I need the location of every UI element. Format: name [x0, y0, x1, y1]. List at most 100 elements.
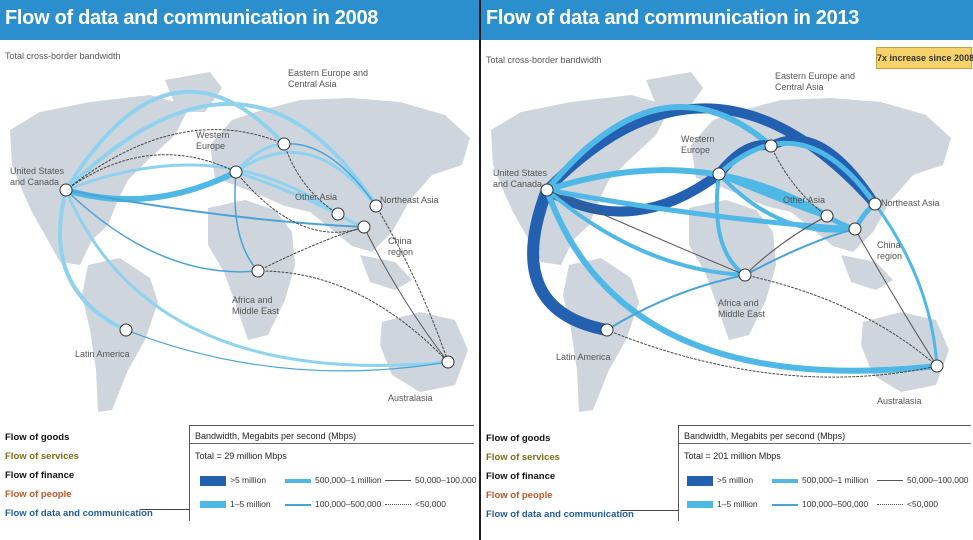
hub-node-icon	[712, 167, 726, 181]
title-bar: Flow of data and communication in 2013	[481, 0, 973, 40]
region-us-canada: United States and Canada	[10, 166, 65, 187]
flow-us-africa-line	[546, 189, 746, 276]
flow-us-northeastasia	[64, 101, 378, 208]
panel-title: Flow of data and communication in 2008	[5, 7, 379, 29]
panel-subtitle: Total cross-border bandwidth	[486, 55, 602, 65]
legend-item-under-50k: <50,000	[385, 498, 446, 510]
region-africa: Africa and Middle East	[718, 298, 766, 319]
flow-northeastasia-australasia-dotted	[375, 205, 449, 363]
legend-item-over-5m: >5 million	[687, 474, 753, 486]
flow-we-africa	[714, 172, 747, 277]
hub-node-icon	[848, 222, 862, 236]
swatch-light	[772, 478, 798, 483]
flow-lines-2013	[527, 103, 944, 378]
hub-node-icon	[251, 264, 265, 278]
legend-item-over-5m: >5 million	[200, 474, 266, 486]
flow-services-label: Flow of services	[486, 452, 560, 463]
hub-node-icon	[764, 139, 778, 153]
flow-goods-label: Flow of goods	[5, 432, 70, 443]
legend-total: Total = 29 million Mbps	[195, 451, 287, 461]
flow-ee-otherasia-dotted	[770, 145, 828, 217]
flow-services-label: Flow of services	[5, 451, 79, 462]
legend-item-1m-5m: 1–5 million	[200, 498, 271, 510]
flow-africa-australasia-dotted	[744, 274, 938, 367]
region-china: China region	[388, 236, 414, 257]
hub-node-icon	[357, 220, 371, 234]
flow-data-label: Flow of data and communication	[5, 508, 153, 519]
hub-node-icon	[930, 359, 944, 373]
flow-us-easteurope	[544, 104, 774, 193]
hub-node-icon	[331, 207, 345, 221]
flow-us-latam	[58, 188, 128, 332]
panel-2008: Flow of data and communication in 2008 T…	[0, 0, 479, 540]
flow-people-label: Flow of people	[5, 489, 72, 500]
title-bar: Flow of data and communication in 2008	[0, 0, 479, 40]
bandwidth-legend: Bandwidth, Megabits per second (Mbps) To…	[678, 425, 971, 521]
flow-we-china	[717, 172, 857, 233]
legend-item-1m-5m: 1–5 million	[687, 498, 758, 510]
region-us-canada: United States and Canada	[493, 168, 548, 189]
legend-item-100k-500k: 100,000–500,000	[285, 498, 381, 510]
region-china: China region	[877, 240, 903, 261]
region-northeast-asia: Northeast Asia	[881, 198, 940, 208]
legend-item-500k-1m: 500,000–1 million	[285, 474, 382, 486]
increase-badge: 7x increase since 2008	[876, 47, 973, 69]
greenland-shape	[646, 72, 703, 112]
region-australasia: Australasia	[877, 396, 922, 406]
flow-africa-china-line	[744, 228, 856, 276]
bandwidth-legend: Bandwidth, Megabits per second (Mbps) To…	[189, 425, 476, 521]
flow-us-china	[65, 189, 365, 228]
flow-us-otherasia	[544, 167, 830, 219]
legend-connector	[140, 509, 189, 510]
flow-we-china-dotted	[235, 171, 365, 233]
hub-node-icon	[868, 197, 882, 211]
panel-divider	[479, 0, 481, 540]
hub-node-icon	[119, 323, 133, 337]
hub-node-icon	[59, 183, 73, 197]
hub-node-icon	[369, 199, 383, 213]
flow-finance-label: Flow of finance	[486, 471, 556, 482]
flow-people-label: Flow of people	[486, 490, 553, 501]
australia-shape	[380, 312, 468, 392]
flow-data-label: Flow of data and communication	[486, 509, 634, 520]
region-other-asia: Other Asia	[783, 195, 826, 205]
swatch-thin	[285, 503, 311, 506]
flow-latam-africa	[606, 274, 746, 331]
flow-us-easteurope	[64, 89, 286, 192]
flow-ee-northeastasia	[283, 143, 377, 207]
hub-node-icon	[229, 165, 243, 179]
flow-we-northeastasia	[716, 140, 878, 207]
legend-item-100k-500k: 100,000–500,000	[772, 498, 868, 510]
swatch-dark	[687, 475, 713, 486]
flow-type-list: Flow of goods Flow of services Flow of f…	[486, 429, 634, 524]
swatch-dark	[200, 475, 226, 486]
north-america-shape	[10, 95, 190, 265]
south-america-shape	[82, 258, 158, 412]
flow-africa-australasia-dotted	[257, 270, 449, 363]
swatch-light	[285, 478, 311, 483]
legend-header: Bandwidth, Megabits per second (Mbps)	[684, 431, 846, 441]
flow-we-africa	[234, 171, 259, 272]
legend-item-under-50k: <50,000	[877, 498, 938, 510]
flow-latam-australasia	[125, 329, 449, 372]
legend-separator	[679, 443, 971, 444]
africa-shape	[208, 200, 295, 340]
flow-china-australasia-line	[854, 228, 938, 367]
flow-finance-label: Flow of finance	[5, 470, 75, 481]
flow-us-otherasia	[64, 163, 340, 216]
hub-node-icon	[738, 268, 752, 282]
flow-us-we-dotted	[65, 154, 237, 191]
flow-northeastasia-australasia	[873, 202, 939, 368]
flow-us-australasia	[544, 187, 940, 374]
legend-total: Total = 201 million Mbps	[684, 451, 781, 461]
region-other-asia: Other Asia	[295, 192, 338, 202]
flow-us-africa	[545, 188, 747, 277]
flow-we-northeastasia	[234, 150, 378, 208]
legend-connector	[621, 510, 678, 511]
swatch-dotted	[877, 504, 903, 506]
flow-africa-china-dotted	[257, 226, 365, 272]
swatch-dotted	[385, 504, 411, 506]
world-map	[481, 40, 973, 430]
flow-lines-2008	[58, 89, 455, 372]
region-africa: Africa and Middle East	[232, 295, 280, 316]
